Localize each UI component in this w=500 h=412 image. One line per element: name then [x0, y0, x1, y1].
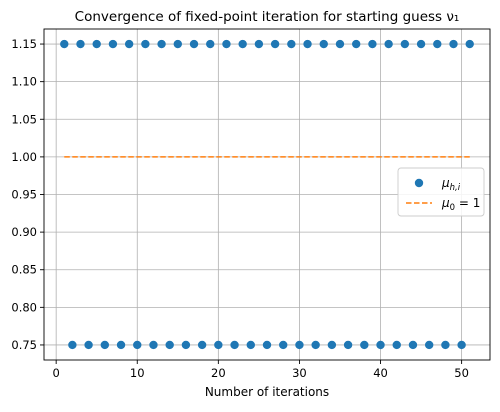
data-point — [441, 340, 450, 350]
plot-series — [60, 39, 474, 350]
x-tick-label: 20 — [211, 366, 226, 380]
data-point — [465, 39, 474, 49]
data-point — [230, 340, 239, 350]
data-point — [68, 340, 77, 350]
data-point — [84, 340, 93, 350]
data-point — [311, 340, 320, 350]
legend-marker-icon — [414, 178, 424, 188]
data-point — [108, 39, 118, 49]
data-point — [287, 39, 296, 49]
y-tick-label: 0.80 — [11, 300, 37, 314]
data-point — [416, 39, 426, 49]
data-point — [343, 340, 353, 350]
y-tick-label: 1.15 — [11, 37, 37, 51]
axis-ticks: 0 10 20 30 40 50 0.75 0.80 0.85 0.90 0.95 1.00 1.05 1… — [11, 37, 469, 380]
data-point — [368, 39, 377, 49]
data-point — [295, 340, 304, 350]
data-point — [92, 39, 101, 49]
data-point — [149, 340, 158, 350]
data-point — [303, 39, 312, 49]
legend-label-mu-h-i: μh,i — [441, 176, 461, 193]
data-point — [376, 340, 385, 350]
x-tick-label: 10 — [130, 366, 145, 380]
data-point — [165, 340, 174, 350]
data-point — [133, 340, 142, 350]
x-axis-label: Number of iterations — [205, 385, 329, 399]
data-point — [279, 340, 288, 350]
x-tick-label: 40 — [373, 366, 388, 380]
data-point — [424, 340, 434, 350]
data-point — [206, 39, 215, 49]
data-point — [189, 39, 199, 49]
data-point — [124, 39, 134, 49]
y-tick-label: 0.75 — [11, 338, 37, 352]
data-point — [100, 340, 110, 350]
data-point — [408, 340, 418, 350]
x-tick-label: 30 — [292, 366, 307, 380]
x-tick-label: 0 — [52, 366, 59, 380]
data-point — [246, 340, 255, 350]
data-point — [319, 39, 328, 49]
y-tick-label: 0.90 — [11, 225, 37, 239]
y-tick-label: 1.05 — [11, 112, 37, 126]
data-point — [327, 340, 337, 350]
data-point — [157, 39, 166, 49]
data-point — [449, 39, 458, 49]
data-point — [76, 39, 85, 49]
data-point — [141, 39, 150, 49]
data-point — [433, 39, 442, 49]
data-point — [238, 39, 247, 49]
chart-title: Convergence of fixed-point iteration for… — [75, 9, 460, 25]
y-tick-label: 1.10 — [11, 75, 37, 89]
data-point — [173, 39, 182, 49]
data-point — [352, 39, 361, 49]
data-point — [384, 39, 393, 49]
data-point — [335, 39, 345, 49]
y-tick-label: 1.00 — [11, 150, 37, 164]
data-point — [222, 39, 231, 49]
x-tick-label: 50 — [454, 366, 469, 380]
y-tick-label: 0.85 — [11, 263, 37, 277]
y-tick-label: 0.95 — [11, 188, 37, 202]
data-point — [181, 340, 191, 350]
data-point — [270, 39, 280, 49]
data-point — [457, 340, 466, 350]
data-point — [254, 39, 264, 49]
data-point — [214, 340, 223, 350]
legend: μh,i μ0 = 1 — [397, 167, 485, 217]
data-point — [262, 340, 272, 350]
data-point — [400, 39, 410, 49]
data-point — [60, 39, 69, 49]
legend-label-mu0: μ0 = 1 — [441, 196, 480, 213]
data-point — [197, 340, 207, 350]
data-point — [360, 340, 369, 350]
data-point — [116, 340, 126, 350]
data-point — [392, 340, 401, 350]
